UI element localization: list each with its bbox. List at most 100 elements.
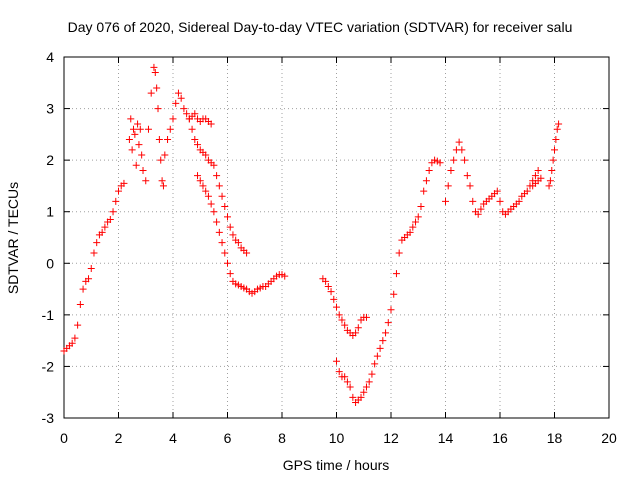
ticks — [63, 56, 610, 419]
data-point — [365, 378, 373, 386]
data-point — [412, 218, 420, 226]
data-point — [552, 136, 560, 144]
data-point — [409, 223, 417, 231]
data-point — [243, 249, 251, 257]
x-tick-label: 14 — [438, 430, 454, 446]
data-point — [463, 172, 471, 180]
data-point — [138, 151, 146, 159]
data-point — [357, 393, 365, 401]
data-point — [324, 282, 332, 290]
data-point — [335, 311, 343, 319]
y-tick-label: -3 — [42, 410, 55, 426]
data-point — [76, 301, 84, 309]
data-point — [196, 177, 204, 185]
data-point — [458, 146, 466, 154]
data-point — [515, 197, 523, 205]
data-point — [226, 270, 234, 278]
y-tick-label: 1 — [46, 204, 54, 220]
x-tick-label: 4 — [169, 430, 177, 446]
data-point — [333, 357, 340, 365]
y-tick-label: -2 — [42, 358, 55, 374]
data-point — [436, 159, 444, 167]
data-point — [555, 120, 563, 128]
chart-title: Day 076 of 2020, Sidereal Day-to-day VTE… — [68, 19, 573, 35]
data-point — [128, 146, 136, 154]
data-point — [346, 383, 354, 391]
data-point — [207, 200, 215, 208]
data-point — [414, 213, 422, 221]
data-point — [221, 203, 229, 211]
data-point — [93, 239, 101, 247]
data-point — [177, 94, 185, 102]
data-point — [101, 223, 109, 231]
data-point — [157, 156, 165, 164]
y-tick-label: 0 — [46, 255, 54, 271]
data-point — [341, 373, 349, 381]
data-point — [112, 197, 120, 205]
data-point — [444, 182, 452, 190]
data-point — [551, 146, 558, 154]
data-point — [164, 136, 172, 144]
data-point — [85, 275, 93, 283]
data-points — [60, 63, 563, 407]
data-point — [180, 105, 188, 113]
data-point — [373, 352, 381, 360]
data-point — [333, 303, 340, 311]
x-tick-label: 6 — [224, 430, 232, 446]
data-point — [360, 388, 368, 396]
y-axis-label: SDTVAR / TECUs — [5, 182, 21, 294]
x-tick-label: 8 — [278, 430, 286, 446]
data-point — [159, 182, 167, 190]
data-point — [450, 156, 458, 164]
data-point — [125, 136, 133, 144]
data-point — [546, 177, 554, 185]
data-point — [327, 288, 335, 296]
x-tick-labels: 0 2 4 6 8 10 12 14 16 18 20 — [60, 430, 617, 446]
data-point — [90, 249, 98, 257]
data-point — [194, 172, 202, 180]
data-point — [202, 187, 210, 195]
y-tick-labels: -3 -2 -1 0 1 2 3 4 — [42, 49, 55, 426]
data-point — [87, 264, 95, 272]
x-tick-label: 20 — [601, 430, 617, 446]
data-point — [395, 249, 403, 257]
data-point — [139, 166, 147, 174]
x-axis-label: GPS time / hours — [283, 457, 390, 473]
data-point — [422, 177, 430, 185]
data-point — [545, 182, 553, 190]
data-point — [132, 161, 140, 169]
data-point — [129, 125, 137, 133]
data-point — [144, 125, 152, 133]
data-point — [127, 115, 135, 123]
data-point — [493, 187, 501, 195]
data-point — [194, 141, 202, 149]
data-point — [120, 179, 128, 187]
data-point — [354, 324, 362, 332]
data-point — [135, 141, 143, 149]
data-point — [322, 277, 330, 285]
data-point — [185, 115, 193, 123]
data-point — [158, 177, 166, 185]
data-point — [166, 125, 174, 133]
data-point — [474, 210, 482, 218]
x-tick-label: 2 — [115, 430, 123, 446]
data-point — [188, 125, 196, 133]
data-point — [382, 329, 390, 337]
data-point — [553, 125, 561, 133]
data-point — [343, 378, 351, 386]
data-point — [281, 272, 289, 280]
data-point — [213, 172, 221, 180]
data-point — [224, 259, 231, 267]
data-point — [79, 285, 87, 293]
data-point — [531, 172, 539, 180]
data-point — [131, 130, 139, 138]
data-point — [155, 136, 163, 144]
x-tick-label: 10 — [329, 430, 345, 446]
data-point — [215, 228, 223, 236]
data-point — [461, 156, 469, 164]
data-point — [109, 208, 117, 216]
data-point — [376, 344, 384, 352]
data-point — [417, 203, 425, 211]
data-point — [134, 120, 142, 128]
data-point — [204, 192, 212, 200]
